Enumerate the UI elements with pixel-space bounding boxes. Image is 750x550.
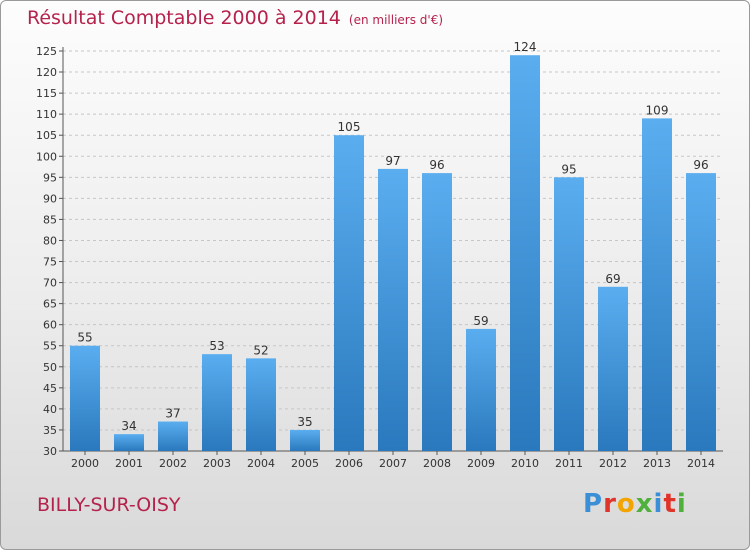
chart-subtitle: (en milliers d'€) — [348, 13, 444, 27]
x-tick-label-2006: 2006 — [335, 457, 363, 470]
y-tick-label-75: 75 — [43, 256, 57, 269]
x-tick-label-2010: 2010 — [511, 457, 539, 470]
data-label-2010: 124 — [514, 40, 537, 54]
x-tick-label-2000: 2000 — [71, 457, 99, 470]
bar-2010 — [510, 55, 540, 452]
y-tick-label-40: 40 — [43, 403, 57, 416]
y-tick-label-125: 125 — [36, 45, 57, 58]
logo-letter: P — [583, 489, 604, 519]
y-tick-label-70: 70 — [43, 277, 57, 290]
data-label-2013: 109 — [646, 103, 669, 117]
y-tick-label-90: 90 — [43, 192, 57, 205]
bar-2000 — [70, 345, 100, 451]
logo-letter: r — [603, 489, 617, 519]
x-tick-label-2007: 2007 — [379, 457, 407, 470]
x-tick-label-2002: 2002 — [159, 457, 187, 470]
logo-letter: t — [663, 489, 677, 519]
y-tick-label-45: 45 — [43, 382, 57, 395]
y-tick-label-35: 35 — [43, 424, 57, 437]
bar-2003 — [202, 354, 232, 451]
chart-title: Résultat Comptable 2000 à 2014 (en millie… — [27, 7, 443, 29]
x-tick-label-2013: 2013 — [643, 457, 671, 470]
x-tick-label-2012: 2012 — [599, 457, 627, 470]
bar-2007 — [378, 168, 408, 452]
bar-2001 — [114, 434, 144, 451]
y-tick-label-55: 55 — [43, 340, 57, 353]
y-tick-label-110: 110 — [36, 108, 57, 121]
data-label-2002: 37 — [165, 407, 180, 421]
bar-2014 — [686, 173, 716, 451]
x-tick-label-2004: 2004 — [247, 457, 275, 470]
logo-letter: i — [653, 489, 664, 519]
logo-letter: x — [635, 489, 654, 519]
data-label-2007: 97 — [385, 154, 400, 168]
y-tick-label-65: 65 — [43, 298, 57, 311]
x-tick-label-2005: 2005 — [291, 457, 319, 470]
logo-letter: i — [676, 489, 687, 519]
bar-2004 — [246, 358, 276, 451]
location-name: BILLY-SUR-OISY — [37, 494, 181, 516]
y-tick-label-60: 60 — [43, 319, 57, 332]
y-tick-label-80: 80 — [43, 234, 57, 247]
data-label-2001: 34 — [121, 419, 136, 433]
bar-2002 — [158, 421, 188, 451]
bar-2011 — [554, 177, 584, 451]
data-label-2009: 59 — [473, 314, 488, 328]
y-tick-label-105: 105 — [36, 129, 57, 142]
x-tick-label-2009: 2009 — [467, 457, 495, 470]
y-tick-label-30: 30 — [43, 445, 57, 458]
proxiti-logo[interactable]: Proxiti — [583, 489, 687, 519]
bar-2012 — [598, 286, 628, 451]
data-label-2005: 35 — [297, 415, 312, 429]
data-label-2003: 53 — [209, 339, 224, 353]
y-tick-label-115: 115 — [36, 87, 57, 100]
y-tick-label-85: 85 — [43, 213, 57, 226]
bar-2006 — [334, 135, 364, 452]
chart-title-text: Résultat Comptable 2000 à 2014 — [27, 7, 341, 29]
x-tick-label-2008: 2008 — [423, 457, 451, 470]
y-tick-label-95: 95 — [43, 171, 57, 184]
x-tick-label-2003: 2003 — [203, 457, 231, 470]
data-label-2011: 95 — [561, 162, 576, 176]
bar-2005 — [290, 429, 320, 451]
y-tick-label-100: 100 — [36, 150, 57, 163]
x-tick-label-2001: 2001 — [115, 457, 143, 470]
data-label-2008: 96 — [429, 158, 444, 172]
y-tick-label-120: 120 — [36, 66, 57, 79]
y-tick-label-50: 50 — [43, 361, 57, 374]
data-label-2014: 96 — [693, 158, 708, 172]
data-label-2000: 55 — [77, 331, 92, 345]
data-label-2006: 105 — [338, 120, 361, 134]
bar-2013 — [642, 118, 672, 452]
data-label-2004: 52 — [253, 343, 268, 357]
x-tick-label-2011: 2011 — [555, 457, 583, 470]
bar-2008 — [422, 173, 452, 451]
logo-letter: o — [616, 489, 636, 519]
bar-2009 — [466, 328, 496, 451]
x-tick-label-2014: 2014 — [687, 457, 715, 470]
data-label-2012: 69 — [605, 272, 620, 286]
